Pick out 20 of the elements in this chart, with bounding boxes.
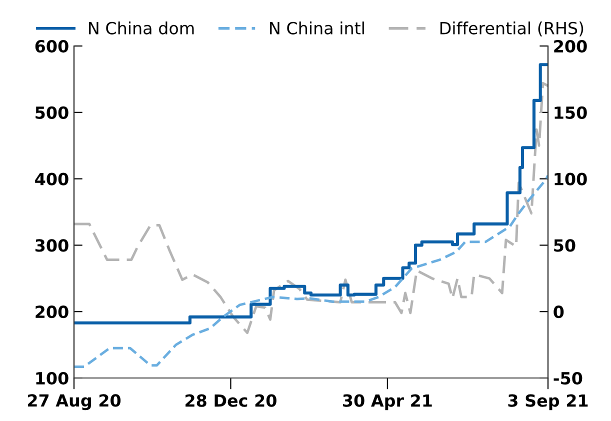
y2-tick-label: 100: [554, 172, 587, 186]
y-tick-label: 500: [36, 106, 68, 119]
legend-label: N China dom: [89, 22, 194, 34]
x-tick-label: 28 Dec 20: [186, 394, 276, 407]
legend-label: Differential (RHS): [440, 22, 584, 36]
x-tick-label: 3 Sep 21: [508, 394, 588, 410]
y2-tick-label: 200: [554, 40, 587, 53]
y-tick-label: 300: [35, 239, 68, 252]
y2-tick-label: 50: [554, 239, 576, 252]
line-series: [74, 174, 548, 368]
y2-tick-label: 0: [554, 306, 564, 318]
y-tick-label: 400: [35, 172, 68, 186]
x-tick-label: 27 Aug 20: [28, 394, 121, 410]
x-tick-label: 30 Apr 21: [343, 394, 432, 410]
y-tick-label: 600: [35, 40, 68, 53]
y-tick-label: 200: [36, 306, 68, 318]
legend-label: N China intl: [270, 22, 364, 34]
y2-tick-label: -50: [554, 372, 582, 385]
y-tick-label: 100: [36, 372, 68, 385]
y2-tick-label: 150: [554, 106, 587, 119]
